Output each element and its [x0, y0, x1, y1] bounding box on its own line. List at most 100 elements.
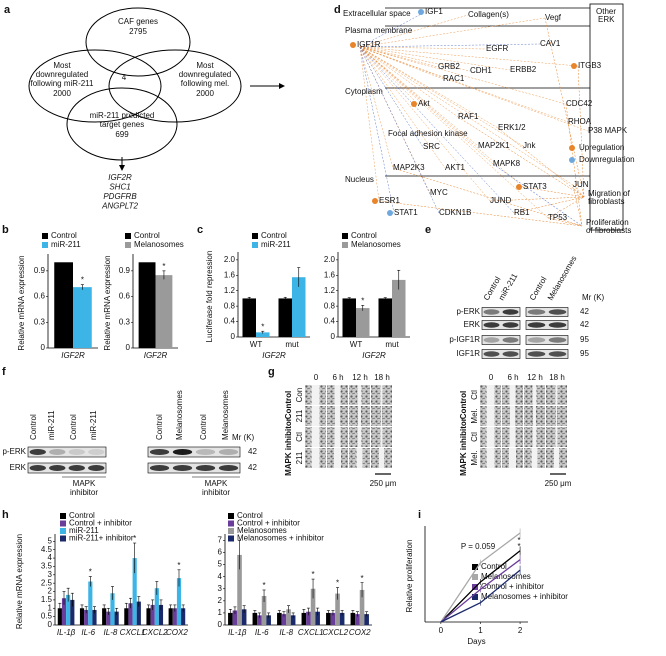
annotation: * [261, 322, 264, 331]
y-tick-label: 3.5 [41, 562, 53, 571]
node-label: Collagen(s) [468, 10, 509, 19]
panel-label: c [197, 224, 203, 236]
legend-label: Upregulation [579, 143, 624, 152]
y-tick-label: 0 [126, 343, 131, 352]
node-label: MAPK8 [493, 159, 521, 168]
row-label: Mel. [470, 450, 479, 465]
y-tick-label: 1 [48, 603, 53, 612]
blot-band [483, 337, 500, 343]
blot-band [29, 465, 46, 471]
time-label: 12 h [527, 373, 543, 382]
bar [241, 609, 247, 625]
bar [252, 612, 258, 625]
bar [281, 614, 287, 625]
legend-swatch [42, 242, 48, 248]
bar [261, 596, 267, 625]
bar [88, 581, 93, 625]
outcome-label: Migration of [588, 189, 631, 198]
venn-set [66, 87, 178, 161]
node-label: RB1 [514, 208, 530, 217]
x-tick-label: IL-1β [57, 628, 76, 637]
legend-label: Control [351, 231, 377, 240]
annotation: * [360, 574, 363, 583]
weight-label: 42 [248, 447, 257, 456]
bar [290, 615, 296, 625]
y-tick-label: 7 [218, 536, 223, 545]
edge [544, 17, 585, 198]
node-label: ITGB3 [578, 61, 602, 70]
node-label: RAF1 [458, 112, 479, 121]
edge [359, 46, 569, 123]
y-tick-label: 0 [41, 343, 46, 352]
blot-band [49, 449, 66, 455]
node-label: ERK1/2 [498, 123, 526, 132]
panel-label: d [334, 4, 341, 16]
bar [326, 612, 331, 625]
bar [266, 615, 271, 625]
bar [92, 609, 97, 625]
y-tick-label: 0 [331, 332, 336, 341]
x-tick-label: CXCL2 [142, 628, 168, 637]
bar [237, 554, 242, 625]
y-tick-label: 2.0 [324, 255, 336, 264]
wound-gap [335, 406, 340, 426]
edge [359, 46, 479, 147]
y-tick-label: 0.9 [34, 266, 46, 275]
node-label: TP53 [548, 213, 568, 222]
x-tick-label: CXCL1 [298, 628, 324, 637]
bar [114, 611, 119, 625]
node-dot [571, 63, 577, 69]
node-label: CDC42 [566, 99, 593, 108]
y-tick-label: 1.6 [224, 270, 236, 279]
other-label: ERK [598, 15, 615, 24]
y-tick-label: 2.0 [224, 255, 236, 264]
x-tick-label: CXCL2 [322, 628, 348, 637]
y-tick-label: 0.8 [224, 301, 236, 310]
edge [359, 46, 499, 129]
column-label: Control [155, 414, 164, 440]
blot-band [195, 449, 216, 455]
wound-gap [358, 406, 361, 426]
legend-swatch [228, 520, 234, 527]
bar [155, 275, 173, 348]
annotation: * [262, 581, 265, 590]
edge [359, 46, 567, 105]
row-label: p-ERK [2, 447, 26, 456]
x-tick-label: 2 [518, 626, 523, 635]
bar [392, 279, 406, 337]
blot-band [483, 322, 500, 328]
annotation: * [133, 534, 136, 543]
time-label: 18 h [374, 373, 390, 382]
wound-gap [555, 385, 558, 405]
wound-gap [486, 448, 495, 468]
wound-gap [509, 385, 516, 405]
edge [359, 11, 426, 48]
annotation: * [81, 276, 84, 285]
legend-label: Control [134, 231, 160, 240]
node-label: CAV1 [540, 39, 561, 48]
venn-label: miR-211 predicted [90, 111, 155, 120]
time-label: 0 [314, 373, 319, 382]
bar [146, 608, 151, 625]
x-axis-label: Days [467, 637, 485, 646]
blot-band [527, 351, 546, 357]
bar [124, 608, 129, 625]
node-label: STAT3 [523, 182, 547, 191]
venn-label: following miR-211 [31, 79, 95, 88]
time-label: 18 h [549, 373, 565, 382]
annotation: * [517, 542, 520, 551]
venn-count: 2000 [53, 89, 71, 98]
edge [565, 103, 583, 227]
x-tick-label: 0 [439, 626, 444, 635]
node-label: P38 MAPK [588, 126, 628, 135]
legend-swatch [252, 242, 258, 248]
row-label: ERK [10, 463, 27, 472]
blot [27, 462, 107, 474]
blot-band [218, 449, 239, 455]
bar [356, 308, 370, 337]
bar [106, 611, 111, 625]
x-tick-label: COX2 [166, 628, 188, 637]
node-label: ERBB2 [510, 65, 537, 74]
y-tick-label: 1.6 [324, 270, 336, 279]
blot [27, 446, 107, 458]
